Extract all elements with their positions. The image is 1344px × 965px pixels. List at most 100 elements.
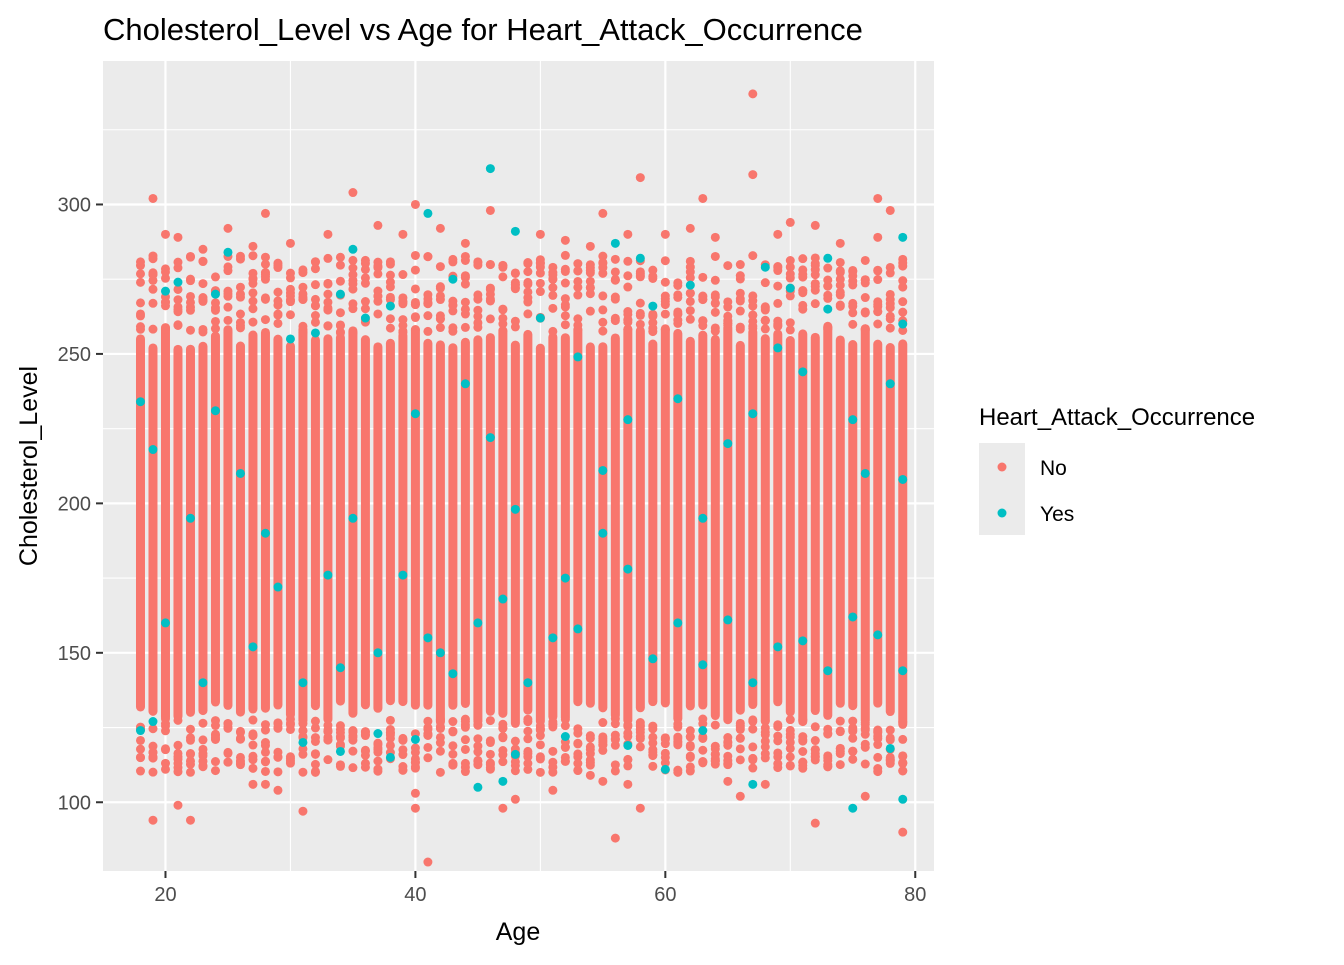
data-point bbox=[198, 327, 208, 337]
data-point bbox=[460, 717, 470, 727]
data-point bbox=[198, 678, 208, 688]
data-point bbox=[310, 264, 320, 274]
data-point bbox=[823, 666, 833, 676]
data-point bbox=[473, 720, 483, 730]
data-point bbox=[885, 743, 895, 753]
data-point bbox=[598, 305, 608, 315]
data-point bbox=[498, 722, 508, 732]
data-point bbox=[585, 289, 595, 299]
data-point bbox=[823, 304, 833, 314]
data-point bbox=[748, 755, 758, 765]
data-point bbox=[610, 274, 620, 284]
data-point bbox=[260, 725, 270, 735]
data-point bbox=[260, 757, 270, 767]
data-point bbox=[423, 311, 433, 321]
data-point bbox=[760, 749, 770, 759]
data-point bbox=[173, 740, 183, 750]
y-tick-label: 250 bbox=[58, 344, 91, 366]
data-point bbox=[510, 794, 520, 804]
data-point bbox=[898, 827, 908, 837]
data-point bbox=[848, 612, 858, 622]
data-point bbox=[860, 307, 870, 317]
data-point bbox=[560, 311, 570, 321]
data-point bbox=[685, 314, 695, 324]
x-axis-label: Age bbox=[496, 918, 540, 946]
data-point bbox=[735, 721, 745, 731]
data-point bbox=[248, 715, 258, 725]
data-point bbox=[598, 737, 608, 747]
data-point bbox=[485, 738, 495, 748]
data-point bbox=[585, 760, 595, 770]
data-point bbox=[423, 731, 433, 741]
data-point bbox=[435, 732, 445, 742]
data-point bbox=[523, 267, 533, 277]
data-point bbox=[223, 247, 233, 257]
data-point bbox=[423, 633, 433, 643]
data-point bbox=[510, 749, 520, 759]
data-point bbox=[535, 278, 545, 288]
data-point bbox=[323, 289, 333, 299]
data-point bbox=[860, 255, 870, 265]
data-point bbox=[798, 636, 808, 646]
data-point bbox=[523, 258, 533, 268]
data-point bbox=[573, 325, 583, 335]
data-point bbox=[335, 260, 345, 270]
data-point bbox=[285, 724, 295, 734]
data-point bbox=[860, 293, 870, 303]
data-point bbox=[135, 766, 145, 776]
data-point bbox=[223, 718, 233, 728]
data-point bbox=[148, 717, 158, 727]
data-point bbox=[185, 815, 195, 825]
data-point bbox=[560, 266, 570, 276]
data-point bbox=[173, 752, 183, 762]
data-point bbox=[473, 294, 483, 304]
data-point bbox=[173, 715, 183, 725]
data-point bbox=[548, 785, 558, 795]
data-point bbox=[260, 252, 270, 262]
data-point bbox=[310, 328, 320, 338]
data-point bbox=[723, 738, 733, 748]
data-point bbox=[248, 274, 258, 284]
data-point bbox=[473, 734, 483, 744]
data-point bbox=[798, 265, 808, 275]
y-tick-label: 150 bbox=[58, 643, 91, 665]
data-point bbox=[210, 757, 220, 767]
data-point bbox=[698, 193, 708, 203]
data-point bbox=[473, 618, 483, 628]
data-point bbox=[310, 257, 320, 267]
data-point bbox=[260, 766, 270, 776]
data-point bbox=[198, 244, 208, 254]
data-point bbox=[535, 259, 545, 269]
data-point bbox=[785, 752, 795, 762]
data-point bbox=[498, 757, 508, 767]
data-point bbox=[685, 732, 695, 742]
data-point bbox=[748, 742, 758, 752]
data-point bbox=[210, 406, 220, 416]
chart-title: Cholesterol_Level vs Age for Heart_Attac… bbox=[103, 12, 863, 47]
data-point bbox=[310, 759, 320, 769]
data-point bbox=[373, 756, 383, 766]
data-point bbox=[285, 291, 295, 301]
data-point bbox=[448, 758, 458, 768]
data-point bbox=[535, 268, 545, 278]
data-point bbox=[473, 755, 483, 765]
data-point bbox=[160, 324, 170, 334]
data-point bbox=[598, 718, 608, 728]
data-point bbox=[260, 274, 270, 284]
data-point bbox=[285, 756, 295, 766]
data-point bbox=[173, 257, 183, 267]
data-point bbox=[623, 271, 633, 281]
data-point bbox=[685, 288, 695, 298]
data-point bbox=[573, 728, 583, 738]
data-point bbox=[535, 740, 545, 750]
data-point bbox=[798, 288, 808, 298]
legend: Heart_Attack_Occurrence No Yes bbox=[979, 404, 1255, 535]
data-point bbox=[698, 757, 708, 767]
data-point bbox=[323, 278, 333, 288]
data-point bbox=[673, 394, 683, 404]
data-point bbox=[835, 280, 845, 290]
data-point bbox=[248, 288, 258, 298]
data-point bbox=[573, 266, 583, 276]
data-point bbox=[335, 746, 345, 756]
